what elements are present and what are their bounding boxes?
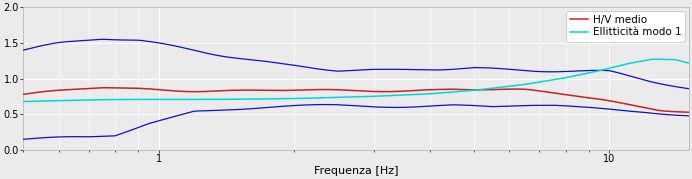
H/V medio: [684, 111, 692, 113]
Line: H/V medio: H/V medio: [23, 88, 689, 112]
Ellitticità modo 1: [19, 100, 27, 103]
Ellitticità modo 1: [670, 59, 678, 61]
Ellitticità modo 1: [339, 96, 347, 98]
X-axis label: Frequenza [Hz]: Frequenza [Hz]: [313, 166, 398, 176]
Ellitticità modo 1: [379, 95, 388, 97]
H/V medio: [381, 91, 389, 93]
Ellitticità modo 1: [565, 76, 573, 78]
H/V medio: [670, 111, 678, 113]
Ellitticità modo 1: [415, 93, 424, 95]
Line: Ellitticità modo 1: Ellitticità modo 1: [23, 59, 689, 101]
Ellitticità modo 1: [650, 58, 658, 60]
H/V medio: [99, 87, 107, 89]
Ellitticità modo 1: [335, 96, 343, 98]
H/V medio: [565, 94, 574, 96]
H/V medio: [336, 89, 345, 91]
Legend: H/V medio, Ellitticità modo 1: H/V medio, Ellitticità modo 1: [565, 11, 685, 42]
Ellitticità modo 1: [684, 62, 692, 64]
H/V medio: [19, 93, 27, 95]
H/V medio: [417, 89, 425, 91]
H/V medio: [340, 89, 349, 91]
